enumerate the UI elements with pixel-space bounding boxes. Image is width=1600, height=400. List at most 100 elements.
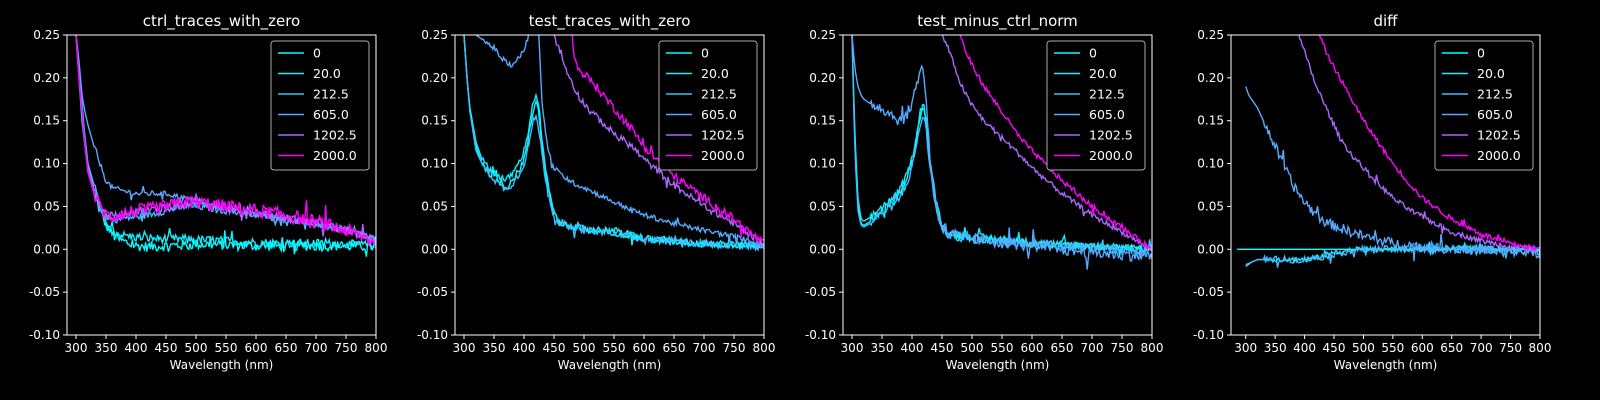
plot-frame — [454, 34, 765, 336]
x-tick-label: 750 — [723, 341, 746, 355]
x-tick-label: 300 — [841, 341, 864, 355]
x-tick-label: 650 — [1440, 341, 1463, 355]
legend-entry: 605.0 — [701, 107, 737, 122]
legend-entry: 1202.5 — [701, 128, 745, 143]
x-tick-label: 800 — [365, 341, 388, 355]
x-axis-label: Wavelength (nm) — [1334, 358, 1438, 372]
x-tick-label: 800 — [753, 341, 776, 355]
chart-panel-2: 300 350 400 450 500 550 600 650 700 750 800 -0.10 -0… — [805, 12, 1164, 372]
chart-title: diff — [1373, 12, 1398, 30]
y-tick-label: 0.00 — [809, 242, 836, 256]
legend-entry: 212.5 — [313, 87, 349, 102]
x-tick-label: 550 — [215, 341, 238, 355]
series-line-1202.5 — [1298, 35, 1540, 253]
series-line-20.0 — [75, 35, 376, 255]
series-line-212.5 — [463, 35, 764, 253]
plot-frame — [66, 34, 377, 336]
y-tick-label: 0.25 — [421, 28, 448, 42]
series-group — [1236, 35, 1540, 268]
chart-title: test_traces_with_zero — [529, 12, 691, 31]
plot-frame — [1230, 34, 1541, 336]
x-tick-label: 300 — [453, 341, 476, 355]
legend-entry: 2000.0 — [313, 148, 357, 163]
x-tick-label: 400 — [125, 341, 148, 355]
x-tick-label: 650 — [663, 341, 686, 355]
x-axis-label: Wavelength (nm) — [558, 358, 662, 372]
x-tick-label: 350 — [871, 341, 894, 355]
x-tick-label: 550 — [1381, 341, 1404, 355]
legend-entry: 2000.0 — [1477, 148, 1521, 163]
y-tick-label: 0.05 — [421, 199, 448, 213]
legend-entry: 1202.5 — [1089, 128, 1133, 143]
chart-title: test_minus_ctrl_norm — [917, 12, 1078, 31]
x-tick-label: 450 — [931, 341, 954, 355]
y-tick-label: 0.10 — [33, 157, 60, 171]
x-tick-label: 550 — [991, 341, 1014, 355]
y-tick-label: 0.25 — [33, 28, 60, 42]
legend: 0 20.0 212.5 605.0 1202.5 2000.0 — [1046, 40, 1146, 171]
y-tick-label: 0.10 — [809, 157, 836, 171]
series-line-605.0 — [1245, 86, 1540, 262]
x-tick-label: 650 — [275, 341, 298, 355]
y-tick-label: 0.15 — [421, 114, 448, 128]
x-tick-label: 300 — [1234, 341, 1257, 355]
legend-entry: 20.0 — [701, 66, 729, 81]
y-tick-label: 0.10 — [1197, 157, 1224, 171]
legend-entry: 605.0 — [313, 107, 349, 122]
legend-entry: 20.0 — [1477, 66, 1505, 81]
y-tick-label: 0.10 — [421, 157, 448, 171]
y-tick-label: 0.00 — [421, 242, 448, 256]
chart-panel-0: 300 350 400 450 500 550 600 650 700 750 800 -0.10 -0… — [29, 12, 388, 372]
y-tick-label: -0.05 — [29, 285, 60, 299]
y-tick-label: -0.05 — [1193, 285, 1224, 299]
x-tick-label: 700 — [305, 341, 328, 355]
y-tick-label: 0.00 — [33, 242, 60, 256]
y-tick-label: -0.10 — [1193, 328, 1224, 342]
series-group — [75, 35, 376, 257]
x-tick-label: 400 — [901, 341, 924, 355]
legend-entry: 20.0 — [1089, 66, 1117, 81]
legend-entry: 20.0 — [313, 66, 341, 81]
legend-entry: 212.5 — [1477, 87, 1513, 102]
x-tick-label: 800 — [1529, 341, 1552, 355]
series-line-605.0 — [475, 35, 764, 249]
series-group — [851, 35, 1152, 270]
y-tick-label: -0.05 — [417, 285, 448, 299]
series-line-1202.5 — [941, 35, 1152, 252]
x-tick-label: 350 — [95, 341, 118, 355]
y-tick-label: 0.15 — [809, 114, 836, 128]
series-line-1202.5 — [553, 35, 764, 250]
series-line-212.5 — [1245, 243, 1540, 268]
y-tick-label: 0.20 — [1197, 71, 1224, 85]
legend-entry: 0 — [701, 46, 709, 61]
x-tick-label: 600 — [633, 341, 656, 355]
y-tick-label: -0.05 — [805, 285, 836, 299]
x-tick-label: 600 — [1411, 341, 1434, 355]
series-line-212.5 — [851, 35, 1152, 256]
x-tick-label: 300 — [65, 341, 88, 355]
x-tick-label: 450 — [543, 341, 566, 355]
x-tick-label: 450 — [1323, 341, 1346, 355]
x-tick-label: 700 — [1470, 341, 1493, 355]
series-line-2000.0 — [1318, 35, 1540, 252]
x-axis-label: Wavelength (nm) — [946, 358, 1050, 372]
y-tick-label: -0.10 — [29, 328, 60, 342]
x-tick-label: 400 — [513, 341, 536, 355]
x-tick-label: 550 — [603, 341, 626, 355]
x-tick-label: 350 — [483, 341, 506, 355]
legend-entry: 1202.5 — [1477, 128, 1521, 143]
y-tick-label: 0.25 — [1197, 28, 1224, 42]
legend-entry: 212.5 — [1089, 87, 1125, 102]
chart-panel-1: 300 350 400 450 500 550 600 650 700 750 800 -0.10 -0… — [417, 12, 776, 372]
x-tick-label: 750 — [1111, 341, 1134, 355]
legend-entry: 1202.5 — [313, 128, 357, 143]
legend-entry: 2000.0 — [701, 148, 745, 163]
y-tick-label: 0.20 — [421, 71, 448, 85]
legend-entry: 212.5 — [701, 87, 737, 102]
y-tick-label: 0.15 — [33, 114, 60, 128]
x-tick-label: 800 — [1141, 341, 1164, 355]
legend: 0 20.0 212.5 605.0 1202.5 2000.0 — [1434, 40, 1534, 171]
y-tick-label: 0.05 — [1197, 199, 1224, 213]
x-tick-label: 450 — [155, 341, 178, 355]
x-tick-label: 700 — [693, 341, 716, 355]
